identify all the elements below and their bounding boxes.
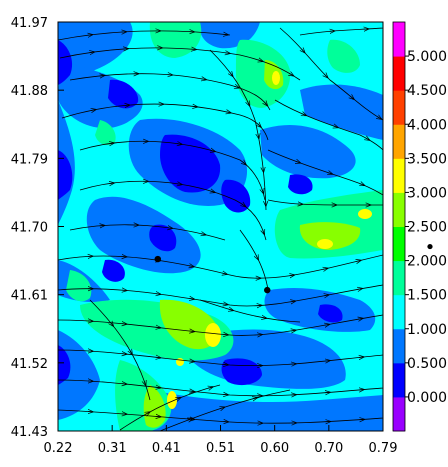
colorbar-marker — [427, 244, 432, 249]
y-axis: 41.97 41.88 41.79 41.70 41.61 41.52 41.43 — [11, 16, 64, 440]
streamline-arrow — [189, 331, 194, 332]
colorbar-tick-label: 1.000 — [407, 322, 447, 338]
y-tick-label: 41.43 — [11, 425, 48, 440]
colorbar-tick-label: 2.500 — [407, 220, 447, 236]
colorbar-segment — [393, 124, 405, 159]
y-tick-label: 41.88 — [11, 84, 48, 99]
colorbar-segment — [393, 22, 405, 57]
x-tick-label: 0.41 — [152, 441, 181, 456]
colorbar-tick-label: 3.000 — [407, 185, 447, 201]
streamline-arrow — [359, 357, 364, 358]
x-tick-label: 0.22 — [44, 441, 73, 456]
x-tick-label: 0.51 — [206, 441, 235, 456]
colorbar-segment — [393, 363, 405, 398]
streamline-arrow — [189, 361, 194, 362]
colorbar-segment — [393, 227, 405, 262]
streamline-arrow — [189, 391, 194, 392]
streamline-arrow — [156, 357, 161, 358]
colorbar-tick-label: 4.500 — [407, 83, 447, 99]
colorbar-tick-label: 2.000 — [407, 254, 447, 270]
y-tick-label: 41.70 — [11, 221, 48, 236]
colorbar-segment — [393, 329, 405, 364]
x-tick-label: 0.79 — [369, 441, 398, 456]
colorbar-segment — [393, 158, 405, 193]
y-tick-label: 41.52 — [11, 357, 48, 372]
streamline-arrow — [156, 327, 161, 328]
colorbar-segment — [393, 397, 405, 432]
colorbar-tick-label: 0.000 — [407, 390, 447, 406]
streamline-arrow — [325, 361, 330, 362]
x-tick-label: 0.70 — [314, 441, 343, 456]
colorbar-tick-label: 1.500 — [407, 288, 447, 304]
colorbar-segment — [393, 90, 405, 125]
x-tick-label: 0.31 — [98, 441, 127, 456]
streamline-arrow — [263, 167, 264, 172]
colorbar: 5.000 4.500 4.000 3.500 3.000 2.500 2.000 1.500… — [393, 22, 447, 432]
colorbar-segment — [393, 261, 405, 296]
colorbar-tick-label: 3.500 — [407, 151, 447, 167]
colorbar-segment — [393, 56, 405, 91]
streamline-arrow — [223, 34, 228, 35]
marked-point — [155, 256, 161, 262]
y-tick-label: 41.79 — [11, 152, 48, 167]
colorbar-tick-label: 0.500 — [407, 356, 447, 372]
marked-point — [264, 287, 270, 293]
y-tick-label: 41.97 — [11, 16, 48, 31]
x-tick-label: 0.60 — [260, 441, 289, 456]
colorbar-segment — [393, 295, 405, 330]
colorbar-tick-label: 4.000 — [407, 117, 447, 133]
colorbar-segment — [393, 192, 405, 227]
y-tick-label: 41.61 — [11, 289, 48, 304]
plot-area — [58, 22, 383, 431]
streamline-arrow — [156, 387, 161, 388]
colorbar-tick-label: 5.000 — [407, 49, 447, 65]
